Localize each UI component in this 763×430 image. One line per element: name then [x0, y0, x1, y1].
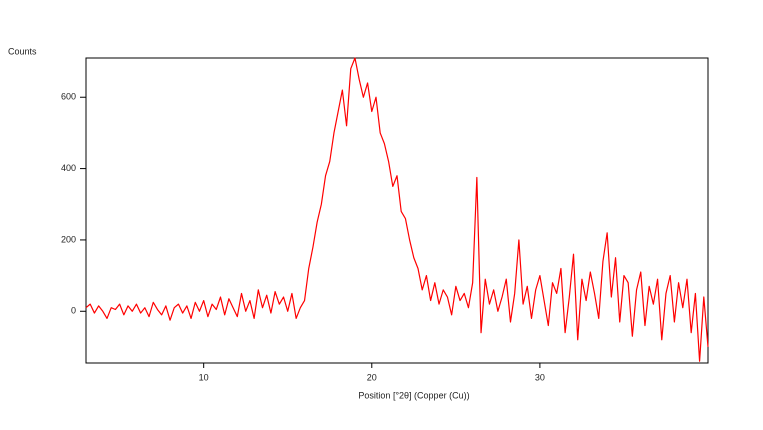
y-tick-label: 0	[71, 306, 76, 316]
x-tick-label: 20	[367, 372, 377, 382]
y-tick-label: 200	[61, 234, 76, 244]
x-tick-label: 10	[199, 372, 209, 382]
plot-frame	[85, 57, 709, 364]
x-tick-label: 30	[535, 372, 545, 382]
y-tick-label: 600	[61, 92, 76, 102]
data-line	[85, 57, 709, 362]
y-tick-label: 400	[61, 163, 76, 173]
x-axis-label: Position [°2θ] (Copper (Cu))	[358, 390, 469, 400]
y-axis-label: Counts	[8, 46, 37, 56]
